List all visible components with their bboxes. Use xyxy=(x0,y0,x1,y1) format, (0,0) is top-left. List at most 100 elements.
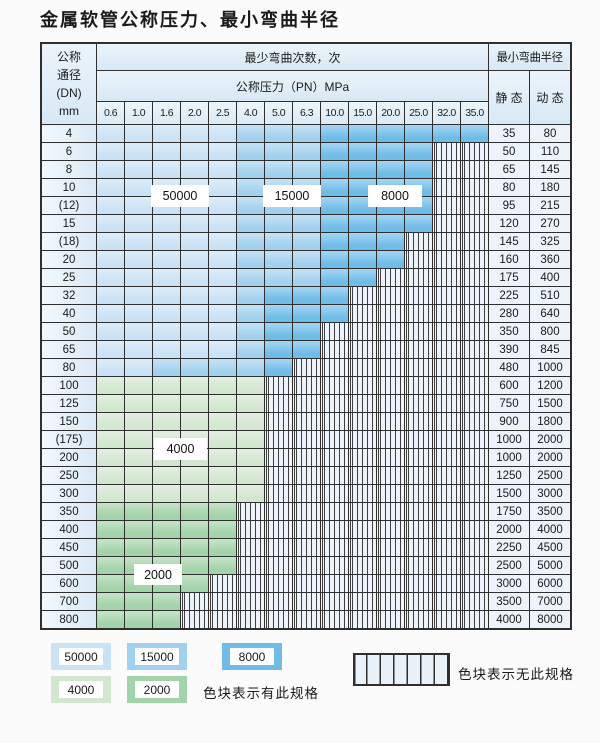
dynamic-radius-dn-65: 845 xyxy=(530,341,570,358)
spec-cell-dn-500-pn-4.0 xyxy=(237,557,264,574)
row-label-dn-25: 25 xyxy=(42,269,96,286)
header-pn-10.0: 10.0 xyxy=(321,102,348,124)
spec-cell-dn-4-pn-35.0 xyxy=(461,125,488,142)
spec-cell-dn-50-pn-1.6 xyxy=(153,323,180,340)
spec-cell-dn-700-pn-2.5 xyxy=(209,593,236,610)
cycles-label-15000: 15000 xyxy=(263,185,321,207)
spec-cell-dn-(12)-pn-32.0 xyxy=(433,197,460,214)
spec-cell-dn-500-pn-6.3 xyxy=(293,557,320,574)
spec-cell-dn-15-pn-1.0 xyxy=(125,215,152,232)
spec-cell-dn-125-pn-0.6 xyxy=(97,395,124,412)
spec-cell-dn-300-pn-4.0 xyxy=(237,485,264,502)
spec-cell-dn-10-pn-1.0 xyxy=(125,179,152,196)
spec-cell-dn-4-pn-1.6 xyxy=(153,125,180,142)
spec-cell-dn-8-pn-32.0 xyxy=(433,161,460,178)
spec-cell-dn-300-pn-6.3 xyxy=(293,485,320,502)
spec-cell-dn-125-pn-2.0 xyxy=(181,395,208,412)
spec-cell-dn-80-pn-15.0 xyxy=(349,359,376,376)
spec-cell-dn-(18)-pn-32.0 xyxy=(433,233,460,250)
spec-cell-dn-6-pn-2.5 xyxy=(209,143,236,160)
spec-cell-dn-700-pn-1.6 xyxy=(153,593,180,610)
spec-cell-dn-(175)-pn-5.0 xyxy=(265,431,292,448)
legend-swatch-4000: 4000 xyxy=(51,676,111,703)
static-radius-dn-125: 750 xyxy=(489,395,529,412)
spec-cell-dn-(18)-pn-1.6 xyxy=(153,233,180,250)
spec-cell-dn-20-pn-1.0 xyxy=(125,251,152,268)
spec-cell-dn-40-pn-15.0 xyxy=(349,305,376,322)
spec-cell-dn-200-pn-35.0 xyxy=(461,449,488,466)
header-pn-32.0: 32.0 xyxy=(433,102,460,124)
spec-cell-dn-32-pn-35.0 xyxy=(461,287,488,304)
spec-cell-dn-150-pn-2.0 xyxy=(181,413,208,430)
spec-cell-dn-65-pn-15.0 xyxy=(349,341,376,358)
spec-cell-dn-50-pn-4.0 xyxy=(237,323,264,340)
spec-cell-dn-200-pn-2.5 xyxy=(209,449,236,466)
spec-cell-dn-25-pn-25.0 xyxy=(405,269,432,286)
row-label-dn-4: 4 xyxy=(42,125,96,142)
spec-cell-dn-125-pn-20.0 xyxy=(377,395,404,412)
spec-cell-dn-20-pn-2.5 xyxy=(209,251,236,268)
dynamic-radius-dn-15: 270 xyxy=(530,215,570,232)
row-label-dn-15: 15 xyxy=(42,215,96,232)
spec-cell-dn-40-pn-0.6 xyxy=(97,305,124,322)
spec-cell-dn-25-pn-4.0 xyxy=(237,269,264,286)
spec-cell-dn-15-pn-2.0 xyxy=(181,215,208,232)
dynamic-radius-dn-700: 7000 xyxy=(530,593,570,610)
spec-cell-dn-200-pn-0.6 xyxy=(97,449,124,466)
spec-cell-dn-200-pn-6.3 xyxy=(293,449,320,466)
header-pn-35.0: 35.0 xyxy=(461,102,488,124)
spec-cell-dn-150-pn-6.3 xyxy=(293,413,320,430)
spec-cell-dn-250-pn-2.0 xyxy=(181,467,208,484)
dynamic-radius-dn-6: 110 xyxy=(530,143,570,160)
spec-cell-dn-100-pn-2.0 xyxy=(181,377,208,394)
row-label-dn-80: 80 xyxy=(42,359,96,376)
spec-cell-dn-250-pn-25.0 xyxy=(405,467,432,484)
spec-cell-dn-(18)-pn-10.0 xyxy=(321,233,348,250)
spec-cell-dn-80-pn-20.0 xyxy=(377,359,404,376)
static-radius-dn-100: 600 xyxy=(489,377,529,394)
row-label-dn-20: 20 xyxy=(42,251,96,268)
spec-cell-dn-500-pn-10.0 xyxy=(321,557,348,574)
spec-cell-dn-500-pn-2.5 xyxy=(209,557,236,574)
spec-cell-dn-(175)-pn-6.3 xyxy=(293,431,320,448)
header-pn-1.6: 1.6 xyxy=(153,102,180,124)
spec-cell-dn-20-pn-35.0 xyxy=(461,251,488,268)
spec-cell-dn-125-pn-32.0 xyxy=(433,395,460,412)
spec-cell-dn-(175)-pn-1.0 xyxy=(125,431,152,448)
spec-cell-dn-20-pn-1.6 xyxy=(153,251,180,268)
spec-cell-dn-8-pn-1.6 xyxy=(153,161,180,178)
spec-cell-dn-32-pn-5.0 xyxy=(265,287,292,304)
spec-cell-dn-4-pn-2.5 xyxy=(209,125,236,142)
spec-cell-dn-800-pn-32.0 xyxy=(433,611,460,628)
dynamic-radius-dn-10: 180 xyxy=(530,179,570,196)
spec-cell-dn-(12)-pn-1.0 xyxy=(125,197,152,214)
row-label-dn-40: 40 xyxy=(42,305,96,322)
spec-cell-dn-350-pn-0.6 xyxy=(97,503,124,520)
row-label-dn-150: 150 xyxy=(42,413,96,430)
spec-cell-dn-125-pn-2.5 xyxy=(209,395,236,412)
static-radius-dn-250: 1250 xyxy=(489,467,529,484)
dynamic-radius-dn-25: 400 xyxy=(530,269,570,286)
spec-cell-dn-350-pn-5.0 xyxy=(265,503,292,520)
spec-cell-dn-8-pn-20.0 xyxy=(377,161,404,178)
spec-cell-dn-250-pn-32.0 xyxy=(433,467,460,484)
row-label-dn-6: 6 xyxy=(42,143,96,160)
spec-cell-dn-800-pn-6.3 xyxy=(293,611,320,628)
spec-cell-dn-8-pn-2.0 xyxy=(181,161,208,178)
spec-cell-dn-250-pn-15.0 xyxy=(349,467,376,484)
spec-cell-dn-300-pn-32.0 xyxy=(433,485,460,502)
spec-cell-dn-400-pn-1.6 xyxy=(153,521,180,538)
spec-cell-dn-500-pn-20.0 xyxy=(377,557,404,574)
spec-cell-dn-150-pn-1.6 xyxy=(153,413,180,430)
spec-cell-dn-600-pn-6.3 xyxy=(293,575,320,592)
spec-cell-dn-8-pn-25.0 xyxy=(405,161,432,178)
spec-cell-dn-50-pn-32.0 xyxy=(433,323,460,340)
spec-cell-dn-700-pn-5.0 xyxy=(265,593,292,610)
spec-cell-dn-(175)-pn-10.0 xyxy=(321,431,348,448)
spec-cell-dn-300-pn-0.6 xyxy=(97,485,124,502)
spec-cell-dn-300-pn-1.0 xyxy=(125,485,152,502)
spec-cell-dn-700-pn-1.0 xyxy=(125,593,152,610)
spec-cell-dn-32-pn-2.5 xyxy=(209,287,236,304)
spec-cell-dn-65-pn-32.0 xyxy=(433,341,460,358)
spec-cell-dn-20-pn-25.0 xyxy=(405,251,432,268)
